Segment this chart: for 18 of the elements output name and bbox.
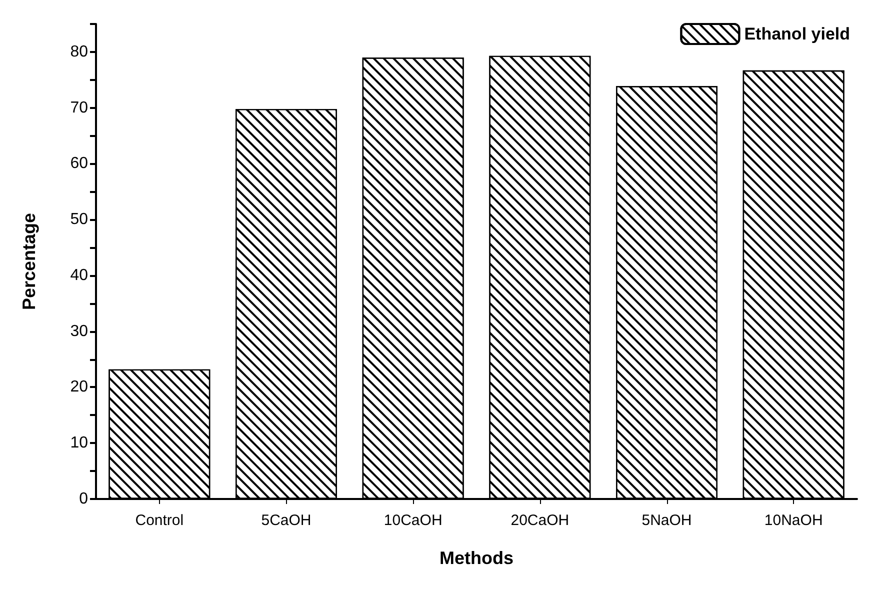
- y-tick-label: 0: [79, 490, 88, 508]
- y-tick-label: 30: [70, 322, 88, 340]
- x-tick-label: 10CaOH: [384, 512, 442, 529]
- y-tick-label: 40: [70, 266, 88, 284]
- y-tick-label: 20: [70, 378, 88, 396]
- y-tick-label: 10: [70, 434, 88, 452]
- x-tick-label: 20CaOH: [510, 512, 570, 529]
- y-tick-label: 50: [70, 211, 88, 228]
- legend-label: Ethanol yield: [744, 24, 850, 44]
- x-axis-title: Methods: [440, 548, 514, 568]
- y-tick-label: 60: [70, 155, 88, 172]
- x-tick-label: 10NaOH: [764, 512, 823, 529]
- y-tick-label: 70: [70, 99, 88, 116]
- y-axis-title: Percentage: [19, 212, 39, 310]
- x-tick-label: Control: [135, 512, 184, 529]
- x-tick-label: 5NaOH: [642, 512, 692, 529]
- y-tick-label: 80: [70, 43, 88, 60]
- x-tick-label: 5CaOH: [261, 512, 312, 529]
